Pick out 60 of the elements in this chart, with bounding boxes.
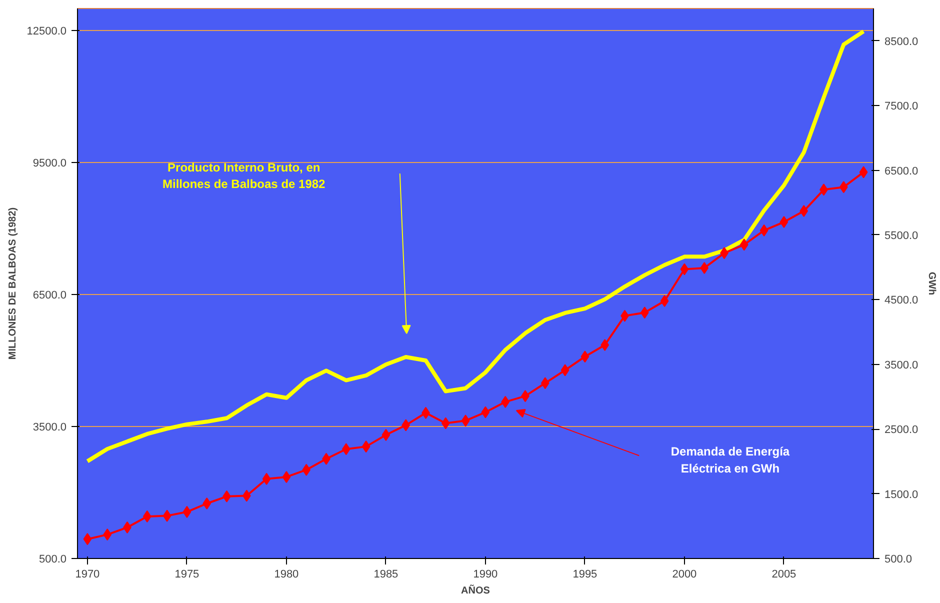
point — [162, 510, 172, 522]
x-axis-title: AÑOS — [461, 584, 490, 596]
x-tick-label: 1995 — [572, 568, 598, 580]
y-axis-title: MILLONES DE BALBOAS (1982) — [8, 207, 19, 360]
y2-tick-label: 7500.0 — [884, 100, 918, 113]
y2-tick-label: 3500.0 — [884, 359, 918, 372]
x-tick-label: 2000 — [672, 568, 697, 580]
point — [262, 472, 271, 485]
point — [600, 338, 610, 351]
point — [700, 262, 709, 274]
point — [740, 238, 748, 251]
y2-tick-label: 5500.0 — [884, 230, 918, 242]
y-tick-label: 500.0 — [38, 554, 67, 566]
y2-tick-label: 1500.0 — [884, 488, 918, 501]
point — [302, 464, 311, 476]
x-tick-label: 2005 — [772, 568, 796, 580]
point — [142, 510, 152, 522]
line-series — [85, 29, 866, 464]
point — [362, 440, 370, 453]
y2-tick-label: 2500.0 — [884, 424, 918, 436]
y-tick-label: 9500.0 — [32, 158, 67, 170]
y-tick-label: 6500.0 — [32, 290, 67, 302]
point — [382, 428, 390, 441]
x-tick-label: 1990 — [473, 568, 498, 580]
point — [760, 224, 768, 236]
y-tick-label: 12500.0 — [26, 26, 67, 38]
point — [282, 470, 291, 483]
point — [800, 205, 808, 218]
point — [202, 498, 212, 510]
point — [481, 406, 490, 418]
point — [182, 506, 192, 518]
point — [342, 443, 350, 456]
annotation: Demanda de Energía Eléctrica en GWh — [670, 444, 790, 476]
x-tick-label: 1970 — [75, 568, 100, 580]
point — [83, 533, 92, 546]
y2-tick-label: 8500.0 — [884, 36, 918, 48]
y2-axis-title: GWh — [926, 272, 938, 296]
x-tick-label: 1985 — [374, 568, 398, 580]
point — [859, 166, 868, 178]
point — [780, 216, 788, 228]
point — [660, 294, 669, 307]
x-tick-label: 1980 — [274, 568, 299, 580]
point — [242, 490, 251, 502]
y2-tick-label: 6500.0 — [884, 165, 918, 178]
point — [680, 263, 689, 276]
point — [580, 350, 590, 363]
y-tick-label: 3500.0 — [32, 422, 67, 434]
point — [540, 377, 550, 390]
point — [441, 417, 450, 430]
point — [839, 181, 848, 194]
point — [560, 364, 570, 376]
point — [103, 528, 112, 541]
annotation: Producto Interno Bruto, en Millones de Balboas de 1982 — [162, 160, 326, 192]
x-tick-label: 1975 — [174, 568, 200, 580]
point — [402, 419, 410, 432]
point — [461, 414, 470, 427]
point — [501, 396, 510, 408]
y2-tick-label: 500.0 — [884, 554, 912, 566]
point — [640, 306, 649, 319]
y2-tick-label: 4500.0 — [884, 294, 918, 307]
